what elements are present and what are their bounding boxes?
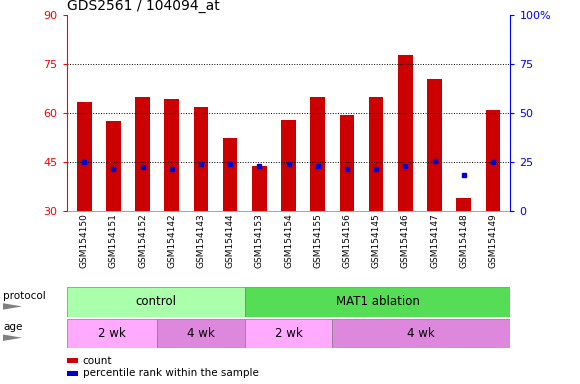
- Text: age: age: [3, 322, 22, 333]
- Bar: [67, 358, 78, 363]
- Text: GDS2561 / 104094_at: GDS2561 / 104094_at: [67, 0, 219, 13]
- Text: 2 wk: 2 wk: [275, 327, 302, 339]
- Text: GSM154142: GSM154142: [167, 214, 176, 268]
- Bar: [77, 102, 92, 211]
- Text: GSM154155: GSM154155: [313, 214, 322, 268]
- Text: protocol: protocol: [3, 291, 46, 301]
- Bar: [398, 55, 412, 211]
- Text: 4 wk: 4 wk: [187, 327, 215, 339]
- Bar: [310, 97, 325, 211]
- Text: percentile rank within the sample: percentile rank within the sample: [82, 368, 259, 378]
- Text: GSM154156: GSM154156: [342, 214, 351, 268]
- Text: GSM154144: GSM154144: [226, 214, 235, 268]
- Text: MAT1 ablation: MAT1 ablation: [336, 295, 419, 308]
- Text: GSM154143: GSM154143: [197, 214, 205, 268]
- Text: GSM154145: GSM154145: [372, 214, 380, 268]
- Bar: [67, 287, 245, 317]
- Bar: [165, 99, 179, 211]
- Bar: [67, 319, 157, 348]
- Text: GSM154154: GSM154154: [284, 214, 293, 268]
- Bar: [332, 319, 510, 348]
- Text: GSM154152: GSM154152: [138, 214, 147, 268]
- Bar: [456, 198, 471, 211]
- Bar: [223, 138, 237, 211]
- Text: control: control: [135, 295, 176, 308]
- Bar: [252, 166, 267, 211]
- Bar: [485, 110, 500, 211]
- Bar: [340, 115, 354, 211]
- Text: GSM154148: GSM154148: [459, 214, 468, 268]
- Text: GSM154149: GSM154149: [488, 214, 498, 268]
- Text: GSM154146: GSM154146: [401, 214, 410, 268]
- Bar: [245, 319, 332, 348]
- Polygon shape: [3, 303, 22, 310]
- Bar: [135, 97, 150, 211]
- Text: GSM154150: GSM154150: [79, 214, 89, 268]
- Text: 2 wk: 2 wk: [98, 327, 126, 339]
- Bar: [369, 97, 383, 211]
- Text: count: count: [82, 356, 112, 366]
- Text: GSM154151: GSM154151: [109, 214, 118, 268]
- Bar: [427, 79, 442, 211]
- Bar: [245, 287, 510, 317]
- Bar: [67, 371, 78, 376]
- Bar: [106, 121, 121, 211]
- Polygon shape: [3, 334, 22, 341]
- Text: GSM154147: GSM154147: [430, 214, 439, 268]
- Bar: [281, 120, 296, 211]
- Text: GSM154153: GSM154153: [255, 214, 264, 268]
- Text: 4 wk: 4 wk: [408, 327, 435, 339]
- Bar: [194, 107, 208, 211]
- Bar: [157, 319, 245, 348]
